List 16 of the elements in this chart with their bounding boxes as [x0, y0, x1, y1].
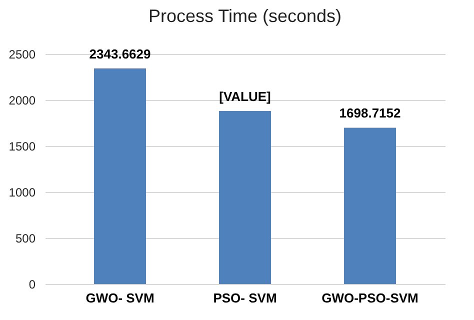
- y-tick-label: 1500: [8, 140, 36, 154]
- bar: [94, 68, 146, 284]
- y-tick-label: 2000: [8, 94, 36, 108]
- y-tick-label: 500: [15, 232, 36, 246]
- x-tick-label: PSO- SVM: [213, 290, 277, 306]
- x-tick-label: GWO-PSO-SVM: [322, 290, 418, 306]
- x-tick-label: GWO- SVM: [86, 290, 154, 306]
- chart-title: Process Time (seconds): [148, 6, 342, 26]
- y-tick-label: 0: [28, 278, 36, 292]
- data-label: 1698.7152: [339, 106, 401, 121]
- data-label: 2343.6629: [89, 46, 151, 62]
- bar: [344, 128, 396, 284]
- y-tick-label: 2500: [8, 48, 36, 62]
- bar: [219, 111, 271, 284]
- data-label: [VALUE]: [219, 89, 271, 104]
- y-tick-label: 1000: [8, 186, 36, 200]
